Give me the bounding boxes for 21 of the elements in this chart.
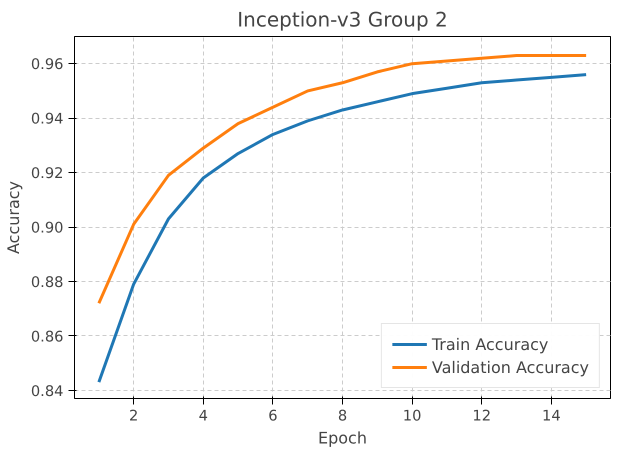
- y-tick-label: 0.96: [30, 56, 64, 74]
- y-tick-label: 0.92: [30, 165, 64, 182]
- x-tick-label: 12: [472, 408, 492, 424]
- x-tick-label: 14: [542, 408, 561, 424]
- x-axis-title: Epoch: [318, 428, 368, 448]
- x-tick-label: 4: [198, 408, 208, 424]
- chart-title: Inception-v3 Group 2: [237, 8, 448, 32]
- y-tick-label: 0.88: [30, 274, 64, 291]
- legend-label: Validation Accuracy: [432, 358, 589, 376]
- y-tick-label: 0.94: [30, 110, 64, 128]
- y-axis-title: Accuracy: [4, 180, 23, 254]
- y-tick-label: 0.84: [30, 382, 64, 400]
- legend-label: Train Accuracy: [432, 334, 548, 354]
- y-tick-label: 0.86: [30, 328, 64, 346]
- x-tick-label: 8: [338, 408, 348, 424]
- y-tick-label: 0.90: [30, 220, 64, 237]
- x-tick-label: 2: [129, 408, 138, 424]
- line-series: [97, 54, 588, 305]
- line-series: [97, 73, 588, 384]
- x-tick-label: 10: [402, 408, 422, 424]
- x-tick-label: 6: [268, 408, 278, 424]
